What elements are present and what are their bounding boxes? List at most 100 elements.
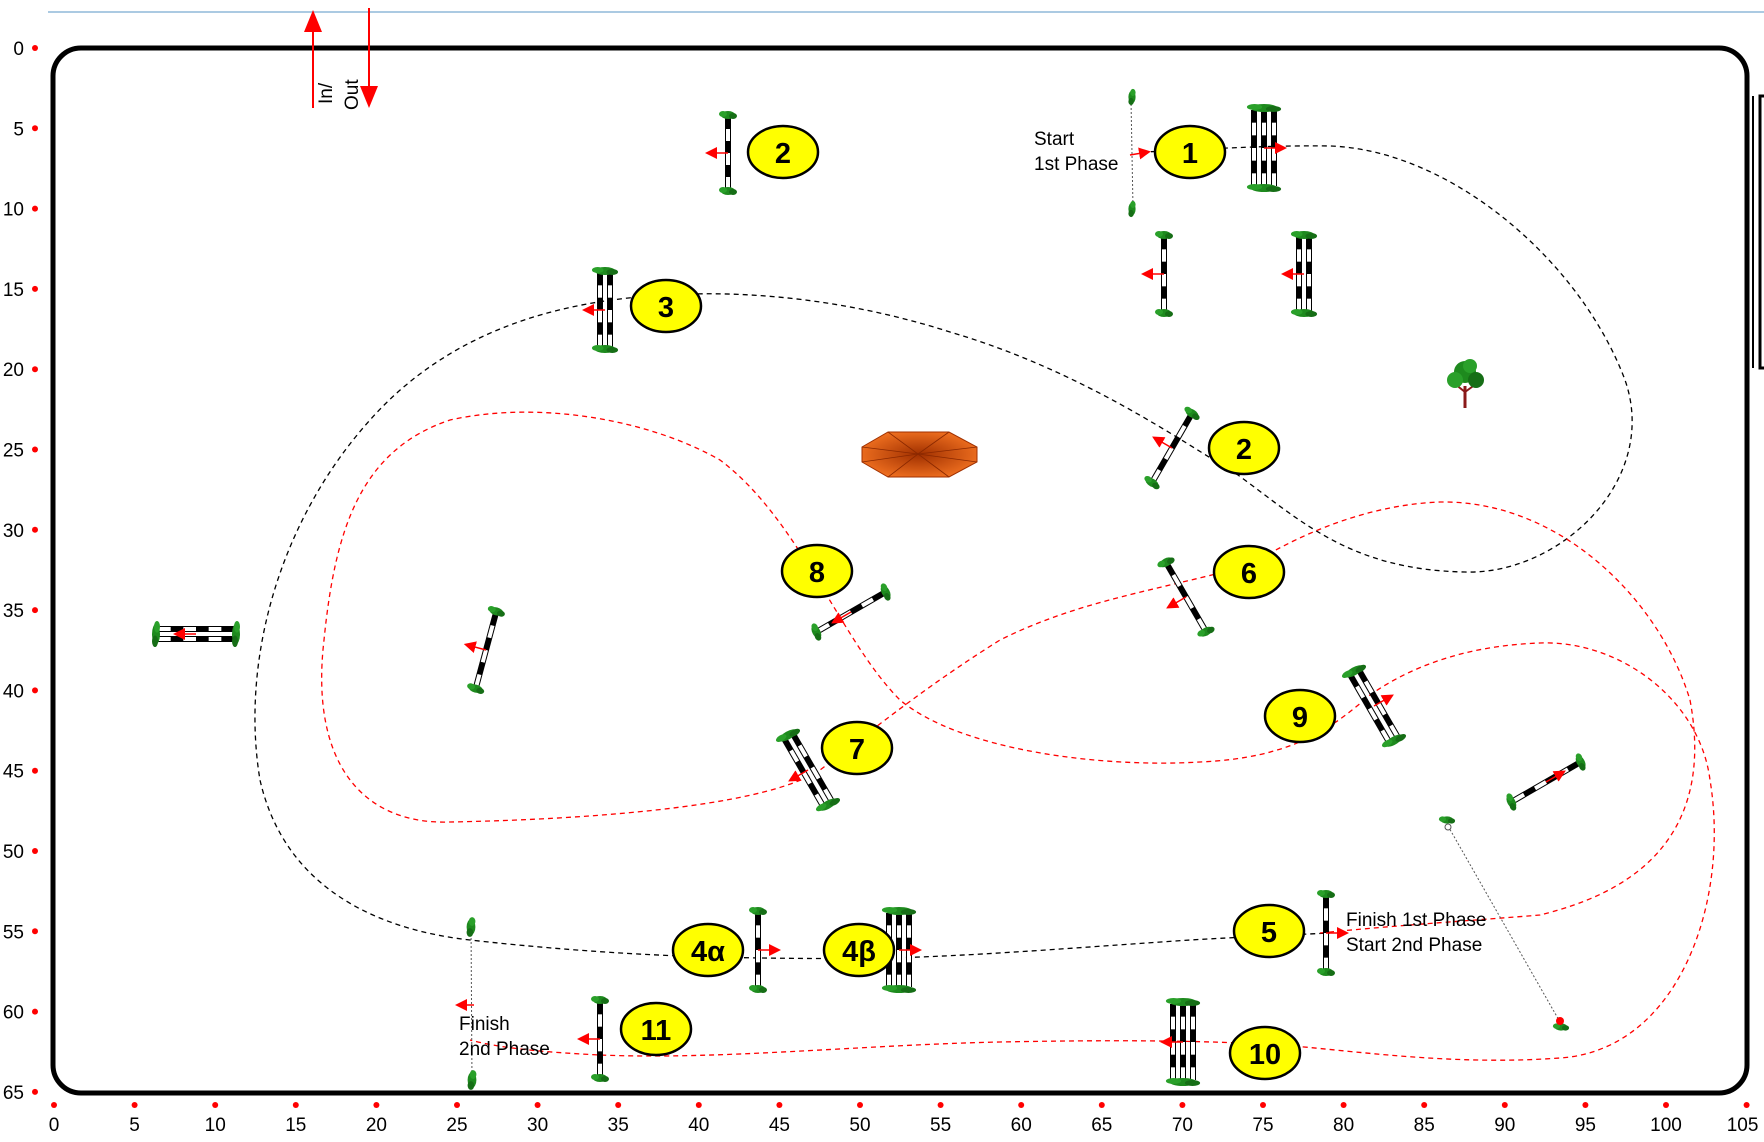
obstacle-number-5: 5 [1232, 903, 1306, 959]
y-tick-label: 35 [3, 601, 24, 622]
obstacle-number-label: 8 [809, 557, 825, 589]
y-tick-label: 25 [3, 441, 24, 462]
y-tick-dot [32, 366, 38, 373]
x-tick-dot [1582, 1102, 1589, 1108]
obstacle-number-label: 3 [658, 292, 674, 324]
x-tick-dot [857, 1102, 863, 1108]
phase2-route [321, 411, 1715, 1061]
x-tick-dot [1340, 1102, 1347, 1108]
x-tick-label: 25 [446, 1115, 467, 1136]
y-tick-label: 40 [3, 681, 24, 702]
x-tick-label: 0 [49, 1115, 60, 1136]
obstacle-number-8: 8 [780, 543, 854, 599]
x-tick-label: 90 [1494, 1115, 1515, 1136]
x-tick-label: 80 [1333, 1115, 1354, 1136]
x-tick-dot [1743, 1102, 1750, 1108]
out-label: Out [342, 79, 363, 110]
x-tick-dot [131, 1102, 138, 1108]
number-markers: 1 2 2 3 4α 4β 5 6 7 8 9 10 11 [619, 124, 1337, 1081]
y-axis: 0 5 10 15 20 25 30 35 40 45 50 55 60 65 [3, 39, 38, 1104]
x-tick-dot [937, 1102, 944, 1108]
obstacle-number-label: 1 [1182, 138, 1198, 170]
jump-fence [1141, 231, 1173, 317]
obstacle-number-7: 7 [820, 720, 894, 776]
start-2nd-label: Start 2nd Phase [1346, 935, 1482, 956]
fences [152, 104, 1589, 1086]
obstacle-number-10: 10 [1228, 1025, 1302, 1081]
marker-dot-top [1444, 823, 1452, 831]
obstacle-number-11: 11 [619, 1001, 693, 1057]
obstacle-number-label: 5 [1261, 917, 1277, 949]
jump-fence [749, 907, 781, 993]
obstacle-number-1: 1 [1153, 124, 1227, 180]
out-arrow-head [360, 86, 378, 108]
start-direction-arrow [1129, 147, 1151, 160]
y-tick-dot [32, 205, 38, 212]
y-tick-dot [32, 526, 38, 533]
in-label: In/ [316, 82, 337, 104]
obstacle-number-label: 9 [1292, 702, 1308, 734]
y-tick-label: 30 [3, 521, 24, 542]
jump-fence [774, 725, 842, 815]
obstacle-number-label: 2 [1236, 434, 1252, 466]
x-tick-dot [373, 1102, 380, 1108]
x-tick-dot [776, 1102, 783, 1108]
jump-fence [1503, 752, 1589, 812]
finish-flag-top [466, 917, 476, 937]
y-tick-dot [32, 1088, 38, 1095]
centerpiece-octagon [861, 431, 978, 478]
x-tick-label: 105 [1727, 1115, 1759, 1136]
y-tick-dot [32, 1008, 38, 1015]
jump-fence [1246, 104, 1287, 192]
x-tick-label: 55 [930, 1115, 951, 1136]
obstacle-number-2: 2 [1207, 420, 1281, 476]
y-tick-label: 5 [13, 119, 24, 140]
x-tick-dot [51, 1102, 57, 1108]
y-tick-dot [32, 848, 38, 854]
jump-fence [577, 996, 609, 1082]
y-tick-dot [32, 285, 38, 292]
x-tick-label: 20 [366, 1115, 387, 1136]
x-tick-label: 100 [1650, 1115, 1682, 1136]
arena-boundary [50, 45, 1750, 1096]
y-tick-label: 0 [13, 39, 24, 60]
finish-flag-bottom [467, 1070, 477, 1090]
in-arrow-head [304, 10, 322, 32]
obstacle-number-2: 2 [746, 124, 820, 180]
start-1st-label: Start [1034, 129, 1075, 150]
x-tick-dot [1663, 1102, 1669, 1108]
y-tick-label: 55 [3, 922, 24, 943]
entrance-arrows: In/ Out [304, 8, 378, 110]
tree-icon [1447, 359, 1484, 408]
x-tick-dot [615, 1102, 622, 1108]
y-tick-label: 15 [3, 280, 24, 301]
x-tick-dot [1501, 1102, 1508, 1108]
x-tick-dot [1018, 1102, 1025, 1108]
x-tick-label: 60 [1011, 1115, 1032, 1136]
y-tick-label: 60 [3, 1003, 24, 1024]
y-tick-dot [32, 125, 38, 132]
x-tick-label: 70 [1172, 1115, 1193, 1136]
finish-2nd-label: Finish [459, 1014, 510, 1035]
obstacle-number-label: 2 [775, 138, 791, 170]
jump-fence [1142, 405, 1202, 491]
x-tick-label: 10 [205, 1115, 226, 1136]
obstacle-number-4β: 4β [822, 922, 896, 978]
x-tick-dot [1179, 1102, 1186, 1108]
phase1-route [254, 145, 1633, 960]
y-tick-dot [32, 687, 38, 694]
x-tick-dot [534, 1102, 541, 1108]
marker-dot-bottom [1556, 1017, 1564, 1025]
jump-fence [582, 267, 619, 353]
x-axis: 0 5 10 15 20 25 30 35 40 45 50 55 60 65 70 75 80 85 90 95 10… [49, 1102, 1759, 1136]
phase-link-line [1447, 825, 1561, 1023]
x-tick-dot [212, 1102, 219, 1108]
x-tick-dot [1421, 1102, 1428, 1108]
jump-fence [1340, 661, 1408, 751]
jump-fence [808, 582, 894, 642]
start-1st-label-2: 1st Phase [1034, 154, 1119, 175]
jump-fence [705, 111, 737, 195]
y-tick-dot [32, 45, 38, 51]
